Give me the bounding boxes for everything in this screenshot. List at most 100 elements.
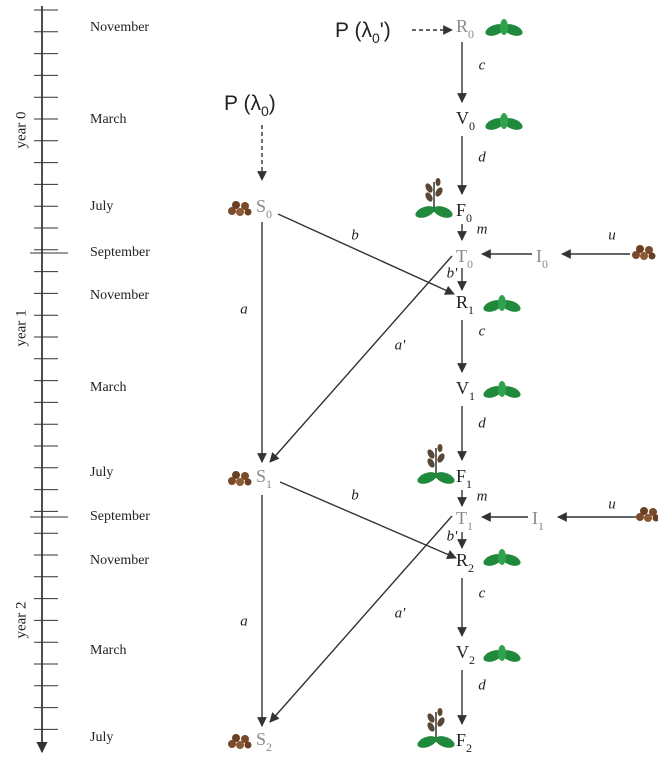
node-suffix: ) <box>269 92 276 115</box>
node-subscript: 0 <box>372 30 380 46</box>
node-subscript: 1 <box>468 303 474 317</box>
year-label: year 1 <box>13 309 29 346</box>
node-name: S <box>256 729 266 749</box>
edge-label: u <box>608 227 616 243</box>
node-label: T1 <box>456 508 473 533</box>
node-label: S2 <box>256 729 272 754</box>
node-name: F <box>456 200 466 220</box>
edge-label: m <box>477 221 488 237</box>
edge-label: m <box>477 488 488 504</box>
edge-label: b' <box>447 265 459 281</box>
node-label: S0 <box>256 196 272 221</box>
edge-label: c <box>479 585 486 601</box>
month-label: November <box>90 553 149 568</box>
rosette-icon <box>481 549 523 569</box>
edge-label: a <box>240 301 248 317</box>
node-name: I <box>536 246 542 266</box>
rosette-icon <box>483 19 525 39</box>
month-label: November <box>90 20 149 35</box>
arrow <box>269 255 453 463</box>
node-name: F <box>456 466 466 486</box>
node-subscript: 0 <box>469 119 475 133</box>
month-label: July <box>90 465 113 480</box>
year-label: year 2 <box>13 601 29 638</box>
node-label: V1 <box>456 378 475 403</box>
node-label: F1 <box>456 466 472 491</box>
node-label: I1 <box>532 508 544 533</box>
edge-label: a' <box>395 337 407 353</box>
arrow <box>277 213 455 295</box>
rosette-icon <box>483 113 525 133</box>
month-label: March <box>90 643 127 658</box>
edge-label: c <box>479 323 486 339</box>
edge-label: a' <box>395 605 407 621</box>
arrow <box>269 515 453 723</box>
edge-label: d <box>478 149 486 165</box>
node-suffix: ') <box>380 19 391 42</box>
node-name: F <box>456 730 466 750</box>
node-subscript: 1 <box>469 389 475 403</box>
month-label: September <box>90 245 150 260</box>
node-name: P (λ <box>224 92 261 115</box>
node-subscript: 0 <box>261 103 269 119</box>
seeds-icon <box>228 734 252 749</box>
node-name: R <box>456 16 468 36</box>
node-label: S1 <box>256 466 272 491</box>
node-label: P (λ0) <box>224 92 276 119</box>
node-label: I0 <box>536 246 548 271</box>
node-subscript: 0 <box>466 211 472 225</box>
node-name: I <box>532 508 538 528</box>
flowering-plant-icon <box>415 707 457 751</box>
node-name: R <box>456 292 468 312</box>
month-label: July <box>90 730 113 745</box>
month-label: July <box>90 199 113 214</box>
node-subscript: 2 <box>466 741 472 755</box>
month-label: September <box>90 509 150 524</box>
node-label: R0 <box>456 16 474 41</box>
rosette-icon <box>481 381 523 401</box>
node-name: T <box>456 246 467 266</box>
node-subscript: 0 <box>467 257 473 271</box>
node-label: F2 <box>456 730 472 755</box>
node-subscript: 2 <box>469 653 475 667</box>
edge-label: b <box>351 487 359 503</box>
month-label: March <box>90 112 127 127</box>
seeds-icon <box>228 471 252 486</box>
node-subscript: 0 <box>468 27 474 41</box>
node-label: R1 <box>456 292 474 317</box>
node-subscript: 2 <box>468 561 474 575</box>
node-name: V <box>456 378 469 398</box>
seeds-icon <box>632 245 656 260</box>
node-subscript: 1 <box>466 477 472 491</box>
seeds-icon <box>228 201 252 216</box>
node-label: F0 <box>456 200 472 225</box>
rosette-icon <box>481 645 523 665</box>
edge-label: d <box>478 677 486 693</box>
edge-label: a <box>240 613 248 629</box>
edge-label: c <box>479 57 486 73</box>
node-subscript: 1 <box>266 477 272 491</box>
node-name: S <box>256 196 266 216</box>
rosette-icon <box>481 295 523 315</box>
seeds-icon <box>636 507 658 522</box>
year-label: year 0 <box>13 111 29 148</box>
node-name: V <box>456 108 469 128</box>
edge-label: d <box>478 415 486 431</box>
node-label: R2 <box>456 550 474 575</box>
node-name: T <box>456 508 467 528</box>
flowering-plant-icon <box>413 177 455 221</box>
node-label: V0 <box>456 108 475 133</box>
node-name: S <box>256 466 266 486</box>
edge-label: b <box>351 227 359 243</box>
node-name: P (λ <box>335 19 372 42</box>
edge-label: u <box>608 496 616 512</box>
month-label: March <box>90 380 127 395</box>
node-subscript: 0 <box>266 207 272 221</box>
arrow <box>279 481 457 560</box>
month-label: November <box>90 288 149 303</box>
node-subscript: 1 <box>538 519 544 533</box>
node-label: P (λ0') <box>335 19 391 46</box>
node-subscript: 1 <box>467 519 473 533</box>
edge-label: b' <box>447 528 459 544</box>
